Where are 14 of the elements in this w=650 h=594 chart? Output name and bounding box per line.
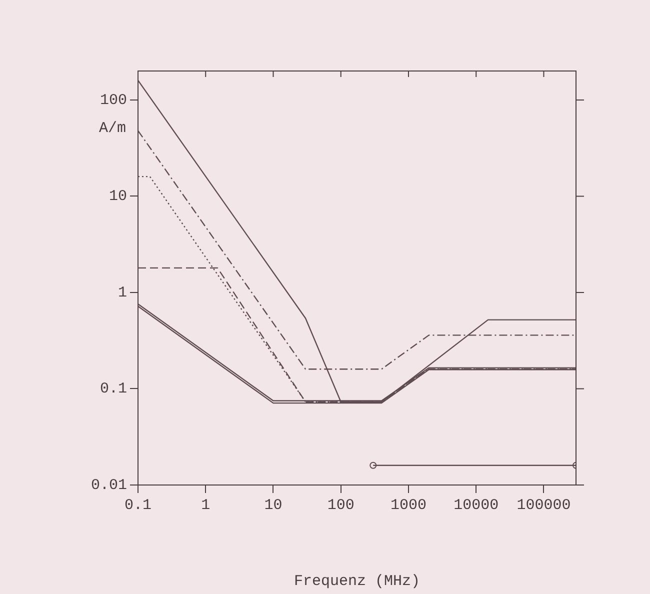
y-tick-label: 0.01	[90, 476, 127, 494]
y-tick-label: 10	[108, 188, 127, 206]
x-axis-title: Frequenz (MHz)	[294, 572, 420, 590]
y-axis-title: A/m	[98, 120, 126, 137]
x-tick-label: 100000	[516, 496, 571, 514]
x-tick-label: 1000	[390, 496, 426, 514]
x-tick-label: 100	[327, 496, 354, 514]
x-tick-label: 10000	[454, 496, 499, 514]
y-tick-label: 100	[100, 92, 127, 109]
y-tick-label: 1	[118, 284, 127, 302]
x-tick-label: 10	[264, 496, 282, 514]
x-tick-label: 1	[201, 496, 210, 514]
x-tick-label: 0.1	[124, 496, 152, 514]
y-tick-label: 0.1	[100, 380, 127, 398]
